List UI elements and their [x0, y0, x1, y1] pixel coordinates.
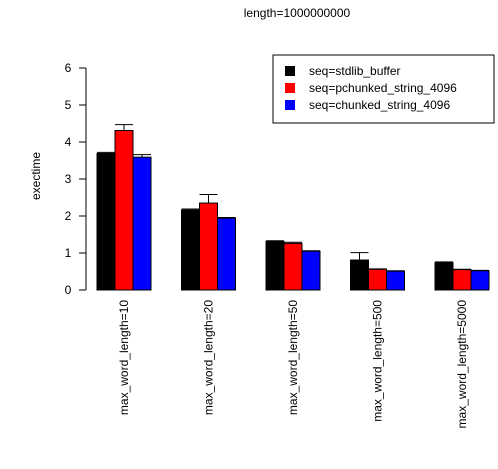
bar: [368, 268, 387, 291]
bar: [199, 202, 218, 291]
y-tick-label: 5: [65, 98, 72, 112]
bar: [114, 130, 134, 291]
bar: [132, 156, 152, 291]
bar: [265, 241, 285, 291]
x-tick-label: max_word_length=50: [286, 300, 300, 415]
legend-swatch: [285, 66, 295, 76]
bar: [283, 242, 303, 291]
bar: [350, 259, 369, 291]
legend-swatch: [285, 100, 295, 110]
x-tick-label: max_word_length=20: [202, 300, 216, 415]
y-tick-label: 2: [65, 209, 72, 223]
legend-label: seq=stdlib_buffer: [309, 64, 401, 78]
bars: [96, 124, 490, 291]
legend-label: seq=pchunked_string_4096: [309, 81, 457, 95]
x-tick-label: max_word_length=10: [117, 300, 131, 415]
bar: [386, 270, 405, 291]
y-tick-label: 6: [65, 61, 72, 75]
y-axis-label: exectime: [29, 152, 43, 200]
legend: seq=stdlib_buffer seq=pchunked_string_409…: [272, 54, 495, 124]
y-axis: 0 1 2 3 4 5 6: [65, 61, 87, 297]
bar: [301, 250, 321, 291]
y-tick-label: 3: [65, 172, 72, 186]
x-tick-label: max_word_length=500: [371, 300, 385, 422]
bar: [434, 262, 454, 291]
x-tick-label: max_word_length=5000: [455, 300, 469, 429]
bar: [96, 152, 116, 291]
y-tick-label: 4: [65, 135, 72, 149]
x-tick-labels: max_word_length=10 max_word_length=20 max_…: [117, 300, 469, 429]
legend-label: seq=chunked_string_4096: [309, 98, 450, 112]
legend-box: [272, 54, 495, 124]
legend-swatch: [285, 83, 295, 93]
bar: [470, 270, 490, 291]
y-tick-label: 0: [65, 283, 72, 297]
y-tick-label: 1: [65, 246, 72, 260]
bar: [181, 209, 200, 291]
bar: [452, 269, 472, 291]
bar: [217, 217, 236, 291]
chart-title: length=1000000000: [244, 6, 351, 20]
